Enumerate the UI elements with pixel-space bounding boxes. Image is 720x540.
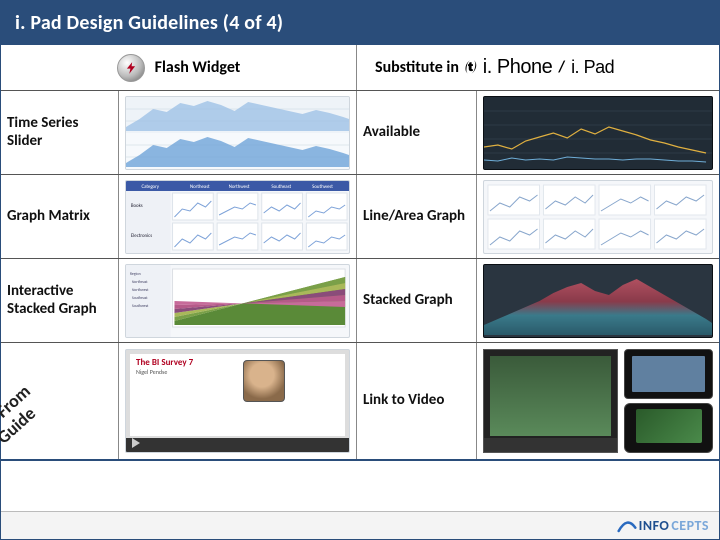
video-caption: The BI Survey 7 [136,358,193,367]
svg-text:Category: Category [142,183,160,189]
substitute-prefix: Substitute in [375,58,459,77]
svg-text:Northeast: Northeast [190,183,210,189]
iphone-mock-icon [624,403,713,453]
row-graph-matrix: Graph Matrix Category Northeast Northwes… [1,175,719,259]
svg-text:Southeast: Southeast [132,295,148,300]
graph-matrix-thumb: Category Northeast Northwest Southeast S… [125,180,350,254]
header-substitute-cell: Substitute in  i. Phone / i. Pad [357,45,719,90]
title-bar: i. Pad Design Guidelines (4 of 4) [1,1,719,45]
presenter-face-icon [243,360,285,402]
header-flash-label: Flash Widget [155,58,241,77]
line-area-thumb [483,180,713,254]
device-mock-group [483,349,713,453]
sub-chart-time-series [477,91,719,174]
row-time-series: Time Series Slider Available [1,91,719,175]
flash-label: Interactive Stacked Graph [1,259,119,342]
flash-label: Time Series Slider [1,91,119,174]
slide: i. Pad Design Guidelines (4 of 4) Flash … [0,0,720,540]
flash-chart-matrix: Category Northeast Northwest Southeast S… [119,175,357,258]
svg-text:Electronics: Electronics [131,232,152,238]
sub-label: Line/Area Graph [357,175,477,258]
play-icon[interactable] [132,438,140,448]
content-grid: Flash Widget Substitute in  i. Phone / … [1,45,719,509]
infocepts-logo: INFOCEPTS [617,517,709,534]
svg-text:Region: Region [130,271,141,276]
flash-label: Graph Matrix [1,175,119,258]
sub-video-mock [477,343,719,459]
row-stacked: Interactive Stacked Graph Region Northeas… [1,259,719,343]
logo-right: CEPTS [671,517,709,534]
ipad-video-mock [483,349,618,453]
flash-video: The BI Survey 7 Nigel Pendse [119,343,357,459]
flash-chart-time-series [119,91,357,174]
iphone-word: i. Phone [483,56,552,79]
sub-chart-stacked [477,259,719,342]
video-subcaption: Nigel Pendse [136,368,167,376]
slide-title: i. Pad Design Guidelines (4 of 4) [15,11,283,35]
row-video: The BI Survey 7 Nigel Pendse Link to Vid… [1,343,719,461]
svg-text:Northwest: Northwest [132,287,149,292]
header-flash-cell: Flash Widget [1,45,357,90]
svg-text:Southeast: Southeast [271,183,291,189]
interactive-stacked-thumb: Region Northeast Northwest Southeast South… [125,264,350,338]
stacked-graph-thumb [483,264,713,338]
sub-label: Available [357,91,477,174]
sub-chart-matrix [477,175,719,258]
logo-left: INFO [639,517,670,534]
sub-label: Link to Video [357,343,477,459]
sub-label: Stacked Graph [357,259,477,342]
svg-text:Southwest: Southwest [312,183,333,189]
flash-icon [117,54,145,82]
ipad-word: i. Pad [571,57,614,78]
time-series-thumb [125,96,350,170]
flash-label-empty [1,343,119,459]
footer-bar: INFOCEPTS [1,511,719,539]
ipad-video-bar[interactable] [484,438,617,452]
available-thumb [483,96,713,170]
flash-chart-stacked: Region Northeast Northwest Southeast South… [119,259,357,342]
ipad-mock-icon [624,349,713,399]
apple-logo-icon:  [465,60,477,76]
logo-swoosh-icon [617,519,637,533]
video-control-bar[interactable] [126,438,349,452]
svg-text:Southwest: Southwest [132,303,149,308]
svg-text:Northeast: Northeast [132,279,148,284]
video-player-thumb[interactable]: The BI Survey 7 Nigel Pendse [125,349,350,453]
header-row: Flash Widget Substitute in  i. Phone / … [1,45,719,91]
svg-text:Northwest: Northwest [229,183,250,189]
device-separator: / [558,58,565,77]
svg-text:Books: Books [131,202,143,208]
